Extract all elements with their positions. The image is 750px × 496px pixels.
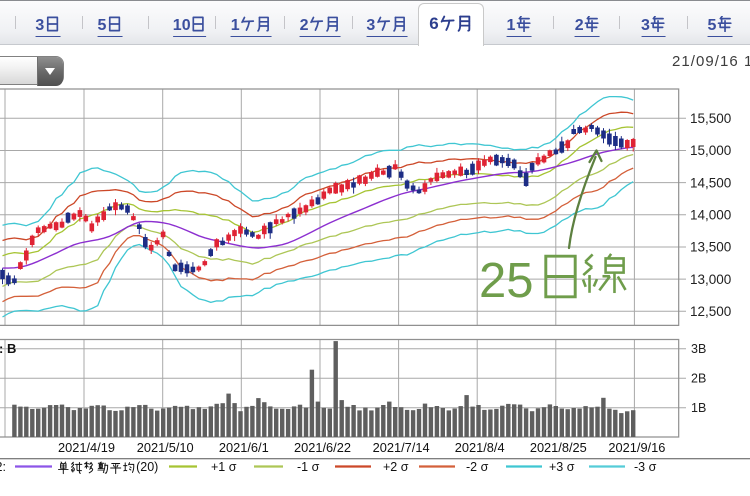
svg-text:: B: : B (0, 341, 16, 356)
svg-text:14,500: 14,500 (690, 175, 731, 190)
svg-text:1B: 1B (691, 401, 706, 415)
svg-text:-2 σ: -2 σ (466, 460, 489, 474)
svg-text:2:: 2: (0, 460, 6, 474)
svg-text:+2 σ: +2 σ (383, 460, 409, 474)
svg-text:-1 σ: -1 σ (297, 460, 320, 474)
svg-text:(20): (20) (136, 460, 158, 474)
svg-text:2B: 2B (691, 372, 706, 386)
svg-text:13,000: 13,000 (690, 272, 731, 287)
svg-text:2021/7/14: 2021/7/14 (373, 440, 430, 455)
svg-text:25: 25 (479, 254, 534, 308)
svg-text:+1 σ: +1 σ (211, 460, 237, 474)
svg-text:13,500: 13,500 (690, 240, 731, 255)
svg-text:15,500: 15,500 (690, 111, 731, 126)
svg-text:-3 σ: -3 σ (634, 460, 657, 474)
svg-text:3B: 3B (691, 342, 706, 356)
svg-text:2021/4/19: 2021/4/19 (58, 440, 115, 455)
svg-text:2021/8/25: 2021/8/25 (530, 440, 587, 455)
svg-text:14,000: 14,000 (690, 208, 731, 223)
svg-text:12,500: 12,500 (690, 304, 731, 319)
svg-text:2021/9/16: 2021/9/16 (608, 440, 665, 455)
svg-text:2021/6/1: 2021/6/1 (219, 440, 269, 455)
svg-text:+3 σ: +3 σ (549, 460, 575, 474)
svg-text:2021/5/10: 2021/5/10 (137, 440, 194, 455)
svg-text:2021/6/22: 2021/6/22 (294, 440, 351, 455)
svg-text:15,000: 15,000 (690, 143, 731, 158)
svg-text:2021/8/4: 2021/8/4 (455, 440, 505, 455)
